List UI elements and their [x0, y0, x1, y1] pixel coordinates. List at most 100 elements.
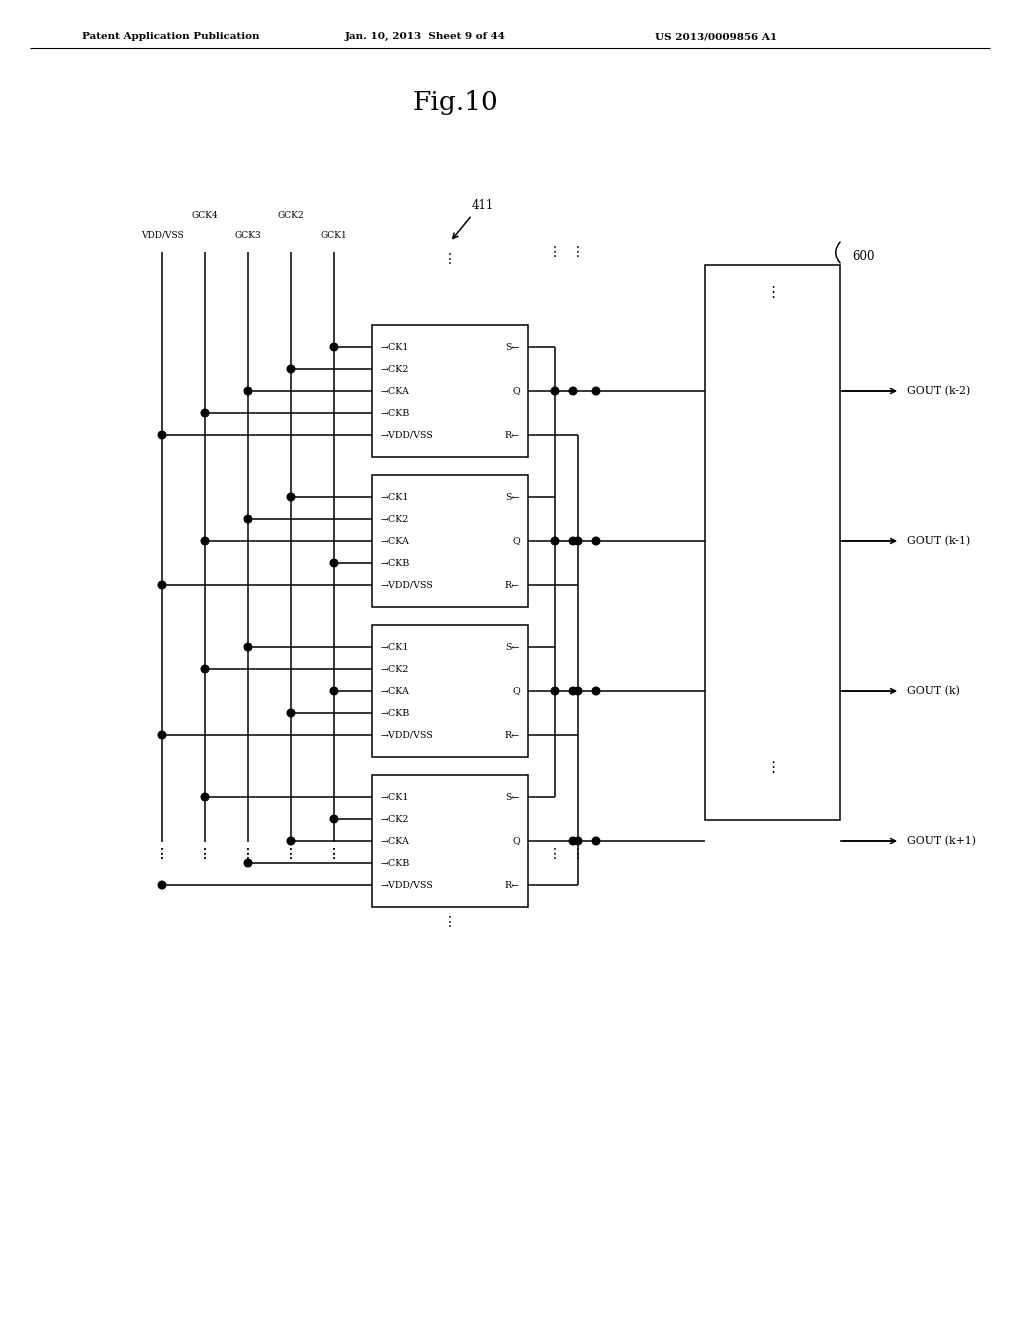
Text: →CK2: →CK2 — [380, 364, 409, 374]
Text: ⋮: ⋮ — [284, 847, 298, 861]
Text: 600: 600 — [852, 249, 874, 263]
Text: GCK1: GCK1 — [321, 231, 347, 240]
Text: GCK2: GCK2 — [278, 211, 304, 220]
Text: →CK2: →CK2 — [380, 664, 409, 673]
Text: GCK3: GCK3 — [234, 231, 261, 240]
Text: GOUT (k+1): GOUT (k+1) — [907, 836, 976, 846]
Circle shape — [201, 665, 209, 673]
Text: →CKA: →CKA — [380, 536, 409, 545]
Circle shape — [569, 387, 577, 395]
Text: S←: S← — [506, 792, 520, 801]
Text: →CK1: →CK1 — [380, 492, 409, 502]
Text: R←: R← — [505, 581, 520, 590]
Text: ⋮: ⋮ — [443, 252, 457, 267]
Text: ⋮: ⋮ — [571, 246, 585, 259]
Circle shape — [158, 581, 166, 589]
Text: Q: Q — [512, 536, 520, 545]
Circle shape — [158, 882, 166, 888]
Text: →CKB: →CKB — [380, 858, 410, 867]
Circle shape — [574, 537, 582, 545]
Circle shape — [244, 387, 252, 395]
Text: →VDD/VSS: →VDD/VSS — [380, 730, 433, 739]
Circle shape — [574, 837, 582, 845]
Text: →CKB: →CKB — [380, 408, 410, 417]
Circle shape — [330, 343, 338, 351]
Text: →VDD/VSS: →VDD/VSS — [380, 430, 433, 440]
Circle shape — [287, 837, 295, 845]
Text: S←: S← — [506, 643, 520, 652]
Circle shape — [287, 709, 295, 717]
Text: →CK1: →CK1 — [380, 792, 409, 801]
Text: ⋮: ⋮ — [241, 847, 255, 861]
Text: Q: Q — [512, 837, 520, 846]
Text: Jan. 10, 2013  Sheet 9 of 44: Jan. 10, 2013 Sheet 9 of 44 — [345, 32, 506, 41]
Bar — [705, 265, 840, 820]
Text: ⋮: ⋮ — [765, 760, 780, 775]
Circle shape — [158, 432, 166, 438]
Text: →CKA: →CKA — [380, 387, 409, 396]
Circle shape — [201, 537, 209, 545]
Text: →CK1: →CK1 — [380, 643, 409, 652]
Text: Q: Q — [512, 387, 520, 396]
Text: Q: Q — [512, 686, 520, 696]
Text: GCK4: GCK4 — [191, 211, 218, 220]
Text: ⋮: ⋮ — [548, 847, 562, 861]
Text: US 2013/0009856 A1: US 2013/0009856 A1 — [655, 32, 777, 41]
Circle shape — [592, 837, 600, 845]
Circle shape — [287, 366, 295, 372]
Circle shape — [330, 560, 338, 566]
Circle shape — [592, 537, 600, 545]
Bar — [372, 325, 528, 457]
Text: GOUT (k-2): GOUT (k-2) — [907, 385, 971, 396]
Text: →CKB: →CKB — [380, 709, 410, 718]
Circle shape — [592, 387, 600, 395]
Circle shape — [569, 837, 577, 845]
Circle shape — [574, 688, 582, 694]
Circle shape — [569, 537, 577, 545]
Text: ⋮: ⋮ — [571, 847, 585, 861]
Text: →VDD/VSS: →VDD/VSS — [380, 581, 433, 590]
Text: →CK1: →CK1 — [380, 342, 409, 351]
Circle shape — [569, 688, 577, 694]
Text: →CK2: →CK2 — [380, 515, 409, 524]
Text: ⋮: ⋮ — [241, 847, 255, 861]
Text: R←: R← — [505, 880, 520, 890]
Text: ⋮: ⋮ — [443, 915, 457, 929]
Text: →CKA: →CKA — [380, 837, 409, 846]
Circle shape — [244, 859, 252, 867]
Text: R←: R← — [505, 730, 520, 739]
Text: R←: R← — [505, 430, 520, 440]
Text: GOUT (k-1): GOUT (k-1) — [907, 536, 971, 546]
Circle shape — [551, 688, 559, 694]
Text: →CK2: →CK2 — [380, 814, 409, 824]
Bar — [372, 624, 528, 756]
Text: ⋮: ⋮ — [327, 847, 341, 861]
Circle shape — [201, 409, 209, 417]
Text: Patent Application Publication: Patent Application Publication — [82, 32, 259, 41]
Text: VDD/VSS: VDD/VSS — [140, 231, 183, 240]
Circle shape — [287, 494, 295, 500]
Circle shape — [244, 515, 252, 523]
Text: ⋮: ⋮ — [548, 246, 562, 259]
Circle shape — [330, 816, 338, 822]
Circle shape — [158, 731, 166, 739]
Text: 411: 411 — [472, 199, 495, 213]
Circle shape — [330, 688, 338, 694]
Text: Fig.10: Fig.10 — [412, 90, 498, 115]
Circle shape — [551, 537, 559, 545]
Text: ⋮: ⋮ — [327, 847, 341, 861]
Text: ⋮: ⋮ — [155, 847, 169, 861]
Text: ⋮: ⋮ — [284, 847, 298, 861]
Text: →CKB: →CKB — [380, 558, 410, 568]
Bar — [372, 475, 528, 607]
Text: GOUT (k): GOUT (k) — [907, 686, 959, 696]
Circle shape — [201, 793, 209, 801]
Circle shape — [551, 387, 559, 395]
Text: ⋮: ⋮ — [765, 285, 780, 300]
Text: S←: S← — [506, 342, 520, 351]
Circle shape — [592, 688, 600, 694]
Text: ⋮: ⋮ — [198, 847, 212, 861]
Text: →VDD/VSS: →VDD/VSS — [380, 880, 433, 890]
Text: ⋮: ⋮ — [155, 847, 169, 861]
Text: S←: S← — [506, 492, 520, 502]
